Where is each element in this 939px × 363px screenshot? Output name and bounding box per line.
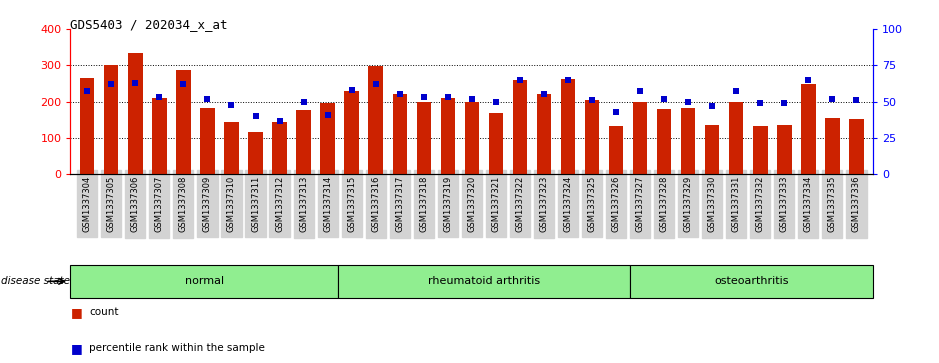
Bar <box>104 65 118 174</box>
Bar <box>345 91 359 174</box>
Bar <box>513 80 527 174</box>
Bar <box>585 100 599 174</box>
Bar <box>825 118 839 174</box>
Bar <box>561 79 576 174</box>
Bar <box>537 94 551 174</box>
Bar <box>200 108 215 174</box>
Bar <box>633 102 647 174</box>
Bar <box>729 102 744 174</box>
Bar <box>488 113 503 174</box>
Bar <box>368 66 383 174</box>
Bar <box>297 110 311 174</box>
Bar <box>128 53 143 174</box>
Bar <box>705 125 719 174</box>
Text: ■: ■ <box>70 306 83 319</box>
Text: percentile rank within the sample: percentile rank within the sample <box>89 343 265 354</box>
Bar <box>152 98 166 174</box>
Bar <box>177 70 191 174</box>
Bar <box>417 102 431 174</box>
Bar <box>801 84 816 174</box>
Bar <box>224 122 239 174</box>
Bar <box>849 119 864 174</box>
Text: osteoarthritis: osteoarthritis <box>715 276 789 286</box>
Bar <box>465 102 479 174</box>
Text: count: count <box>89 307 118 317</box>
Bar <box>753 126 767 174</box>
Text: rheumatoid arthritis: rheumatoid arthritis <box>428 276 540 286</box>
Bar <box>657 109 671 174</box>
Text: normal: normal <box>185 276 223 286</box>
Text: GDS5403 / 202034_x_at: GDS5403 / 202034_x_at <box>70 18 228 31</box>
Bar <box>272 122 286 174</box>
Text: ■: ■ <box>70 342 83 355</box>
Bar <box>320 103 335 174</box>
Bar <box>681 108 696 174</box>
Bar <box>393 94 407 174</box>
Bar <box>777 125 792 174</box>
Bar <box>80 78 95 174</box>
Bar <box>248 132 263 174</box>
Text: disease state: disease state <box>1 276 69 286</box>
Bar <box>608 126 623 174</box>
Bar <box>440 98 455 174</box>
